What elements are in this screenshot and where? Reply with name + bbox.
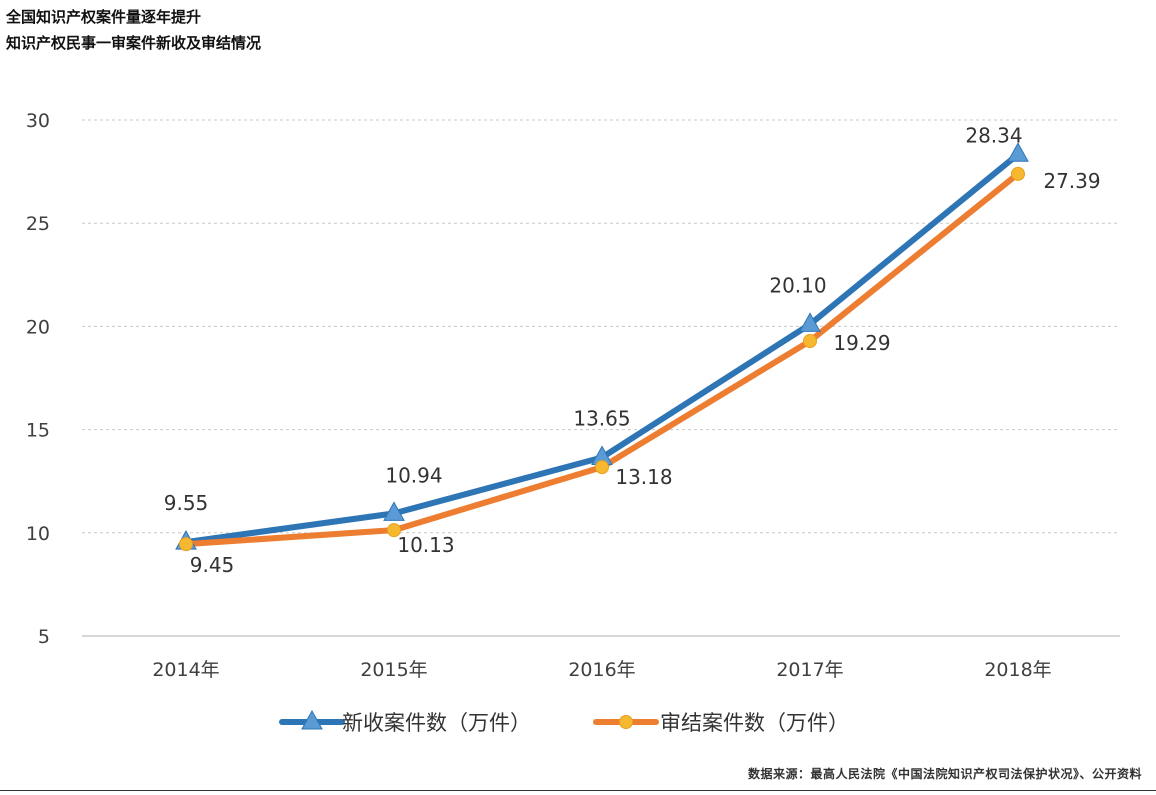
data-label: 10.94 [385,463,442,487]
marker-closed-cases [387,523,401,538]
y-axis-tick-labels: 5 10 15 20 25 30 [26,110,50,648]
marker-closed-cases [179,537,193,552]
data-label: 13.65 [573,406,630,430]
marker-new-cases [383,501,405,521]
grid-lines [82,119,1120,637]
x-tick-label: 2017年 [776,659,843,681]
chart-title: 全国知识产权案件量逐年提升 [6,8,202,26]
chart-subtitle: 知识产权民事一审案件新收及审结情况 [6,34,262,52]
marker-closed-cases [595,460,609,475]
data-label: 19.29 [833,331,890,355]
bottom-divider [0,790,1156,791]
x-tick-label: 2014年 [152,659,219,681]
series-line-closed-cases [183,170,1021,548]
y-tick-label: 10 [26,523,50,545]
legend-label-closed-cases: 审结案件数（万件） [660,711,849,735]
data-label: 20.10 [769,273,826,297]
legend: 新收案件数（万件） 审结案件数（万件） [279,709,849,735]
series-lines [183,151,1021,548]
x-tick-label: 2015年 [360,659,427,681]
chart-title-block: 全国知识产权案件量逐年提升 知识产权民事一审案件新收及审结情况 [6,4,261,56]
series-line-new-cases [183,151,1021,546]
y-tick-label: 20 [26,316,50,338]
line-chart: 5 10 15 20 25 30 2014年 2015年 2016年 2017年 2018年 9.… [26,110,1120,735]
marker-closed-cases [1011,166,1025,181]
data-label: 10.13 [397,533,454,557]
x-tick-label: 2018年 [984,659,1051,681]
marker-closed-cases [803,334,817,349]
data-source-note: 数据来源：最高人民法院《中国法院知识产权司法保护状况》、公开资料 [747,767,1142,781]
legend-marker-closed-cases [619,715,633,729]
y-tick-label: 25 [26,213,50,235]
data-label: 9.45 [190,553,235,577]
data-label: 9.55 [164,491,209,515]
data-labels: 9.55 10.94 13.65 20.10 28.34 9.45 10.13 13.18 19… [164,123,1101,577]
marker-new-cases [1007,142,1029,162]
data-label: 27.39 [1043,169,1100,193]
y-tick-label: 30 [26,110,50,132]
data-label: 13.18 [615,465,672,489]
x-tick-label: 2016年 [568,659,635,681]
data-label: 28.34 [965,123,1022,147]
y-tick-label: 5 [38,626,50,648]
y-tick-label: 15 [26,420,50,442]
legend-marker-new-cases [301,709,323,730]
series-markers [175,142,1029,552]
marker-new-cases [799,312,821,332]
x-axis-tick-labels: 2014年 2015年 2016年 2017年 2018年 [152,659,1051,681]
legend-label-new-cases: 新收案件数（万件） [342,711,531,735]
